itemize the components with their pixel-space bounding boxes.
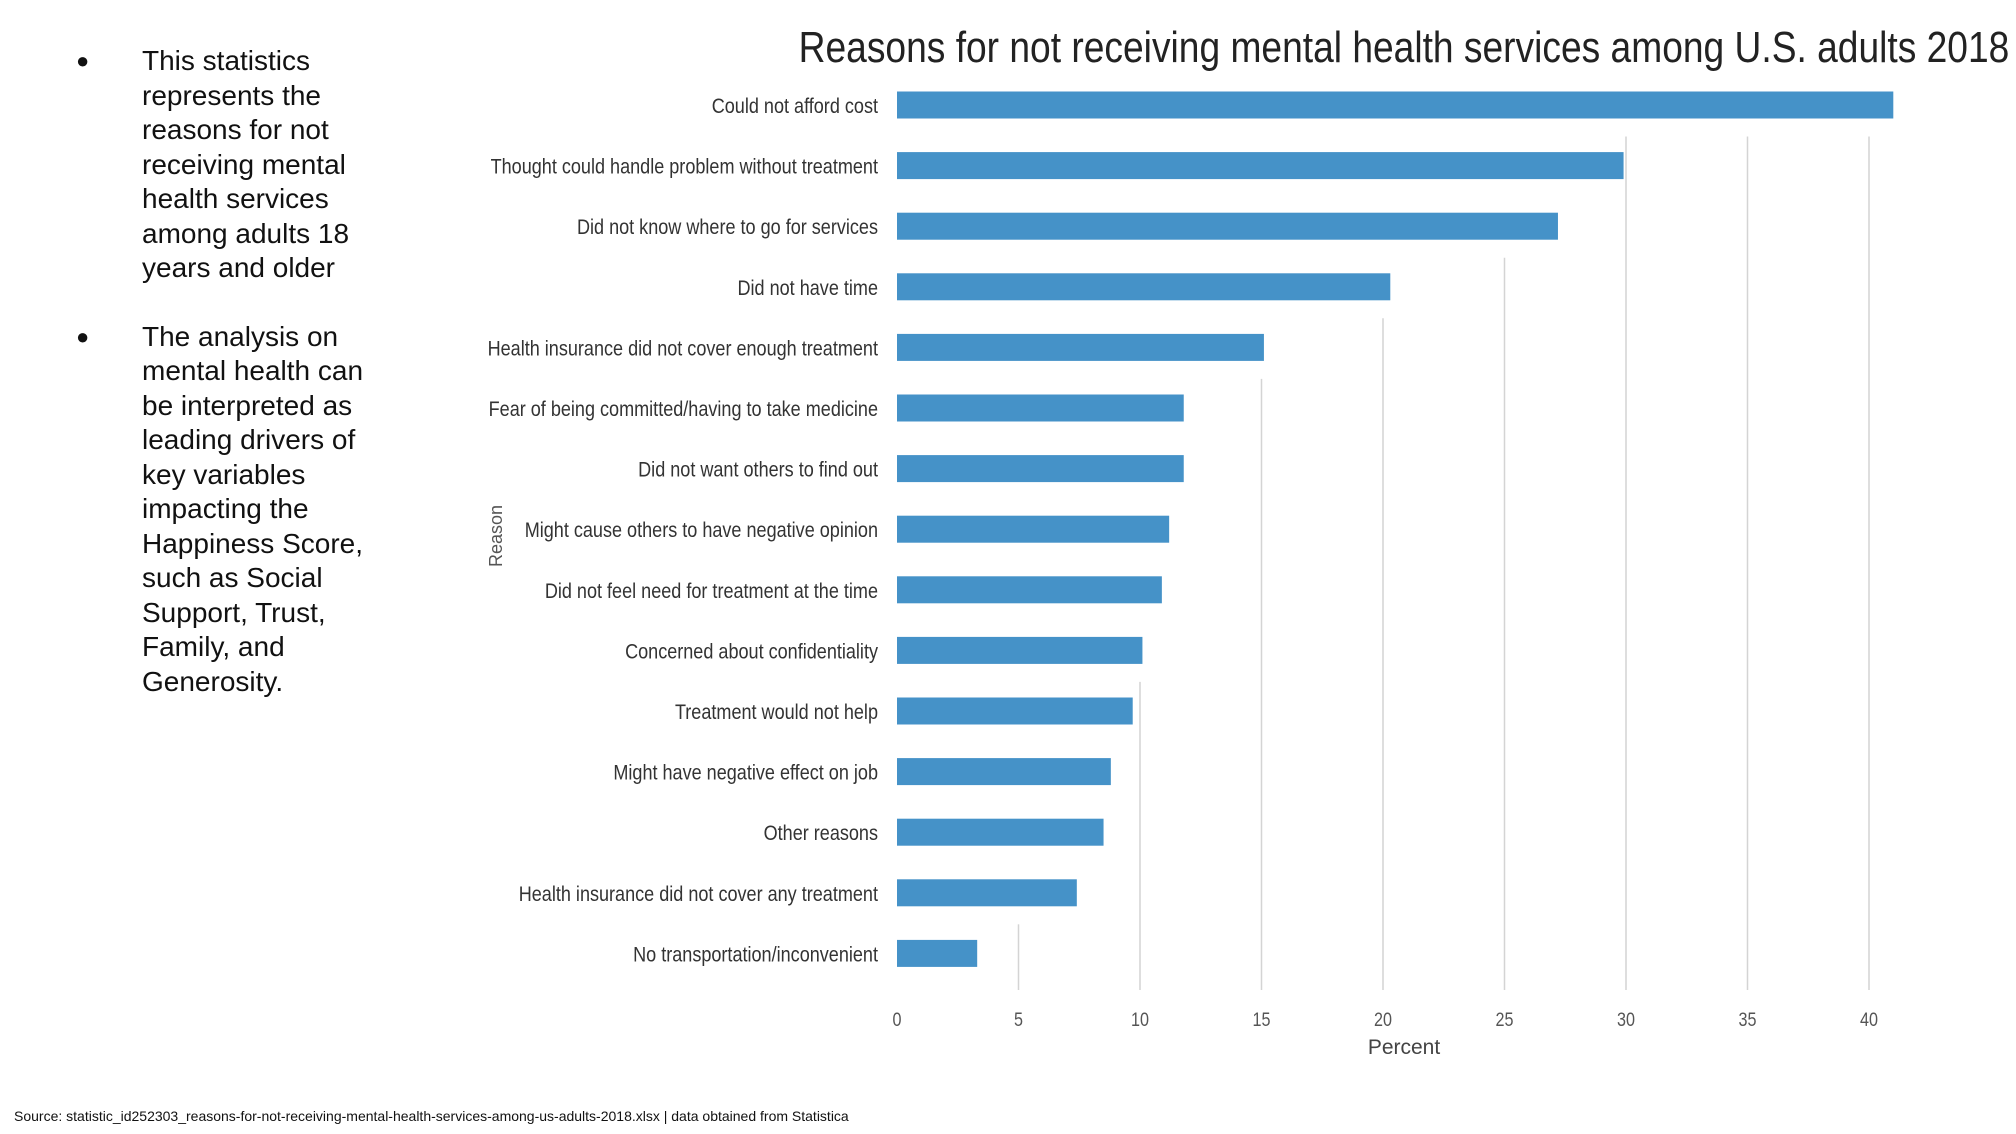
chart-title: Reasons for not receiving mental health …: [799, 22, 2010, 72]
x-tick-label: 30: [1617, 1009, 1635, 1031]
x-tick-label: 15: [1253, 1009, 1271, 1031]
source-note: Source: statistic_id252303_reasons-for-n…: [14, 1108, 849, 1124]
category-label: Did not want others to find out: [638, 458, 878, 482]
category-labels: Could not afford cost Thought could handl…: [488, 95, 879, 967]
x-tick-label: 10: [1131, 1009, 1149, 1031]
bar: [897, 333, 1264, 361]
bullet-dot-icon: ●: [76, 323, 90, 349]
category-label: Fear of being committed/having to take m…: [489, 398, 878, 422]
category-label: No transportation/inconvenient: [633, 943, 878, 967]
bar: [897, 636, 1143, 664]
note-text: This statistics represents the reasons f…: [142, 45, 350, 283]
x-tick-label: 20: [1374, 1009, 1392, 1031]
bar: [897, 939, 978, 967]
bar: [897, 394, 1184, 422]
note-bullet: ● The analysis on mental health can be i…: [72, 320, 392, 700]
bars: [897, 91, 1894, 967]
bar: [897, 91, 1894, 119]
category-label: Treatment would not help: [675, 701, 878, 725]
category-label: Health insurance did not cover any treat…: [519, 883, 879, 907]
category-label: Could not afford cost: [712, 95, 879, 119]
category-label: Concerned about confidentiality: [625, 640, 878, 664]
bar: [897, 879, 1077, 907]
category-label: Other reasons: [764, 822, 879, 846]
category-label: Did not feel need for treatment at the t…: [545, 580, 878, 604]
bar: [897, 273, 1391, 301]
category-label: Thought could handle problem without tre…: [491, 155, 879, 179]
x-tick-label: 5: [1014, 1009, 1023, 1031]
bar: [897, 455, 1184, 483]
bar: [897, 576, 1162, 604]
category-label: Did not know where to go for services: [577, 216, 878, 240]
bar: [897, 818, 1104, 846]
bar: [897, 515, 1170, 543]
category-label: Might cause others to have negative opin…: [525, 519, 878, 543]
x-tick-label: 25: [1496, 1009, 1514, 1031]
x-tick-labels: 0 5 10 15 20 25 30 35 40: [893, 1009, 1879, 1031]
x-tick-label: 0: [893, 1009, 902, 1031]
bullet-dot-icon: ●: [76, 48, 90, 73]
x-tick-label: 40: [1860, 1009, 1878, 1031]
bar: [897, 697, 1133, 725]
bar: [897, 758, 1111, 786]
y-axis-label: Reason: [486, 505, 506, 567]
x-tick-label: 35: [1739, 1009, 1757, 1031]
bar: [897, 152, 1624, 180]
category-label: Might have negative effect on job: [613, 761, 878, 785]
bar: [897, 212, 1558, 240]
notes-list: ● This statistics represents the reasons…: [72, 44, 392, 733]
note-bullet: ● This statistics represents the reasons…: [72, 44, 392, 286]
x-axis-label: Percent: [1368, 1036, 1441, 1059]
note-text: The analysis on mental health can be int…: [142, 320, 364, 697]
gridlines: [1017, 136, 1870, 990]
category-label: Health insurance did not cover enough tr…: [488, 337, 879, 361]
category-label: Did not have time: [738, 277, 879, 301]
